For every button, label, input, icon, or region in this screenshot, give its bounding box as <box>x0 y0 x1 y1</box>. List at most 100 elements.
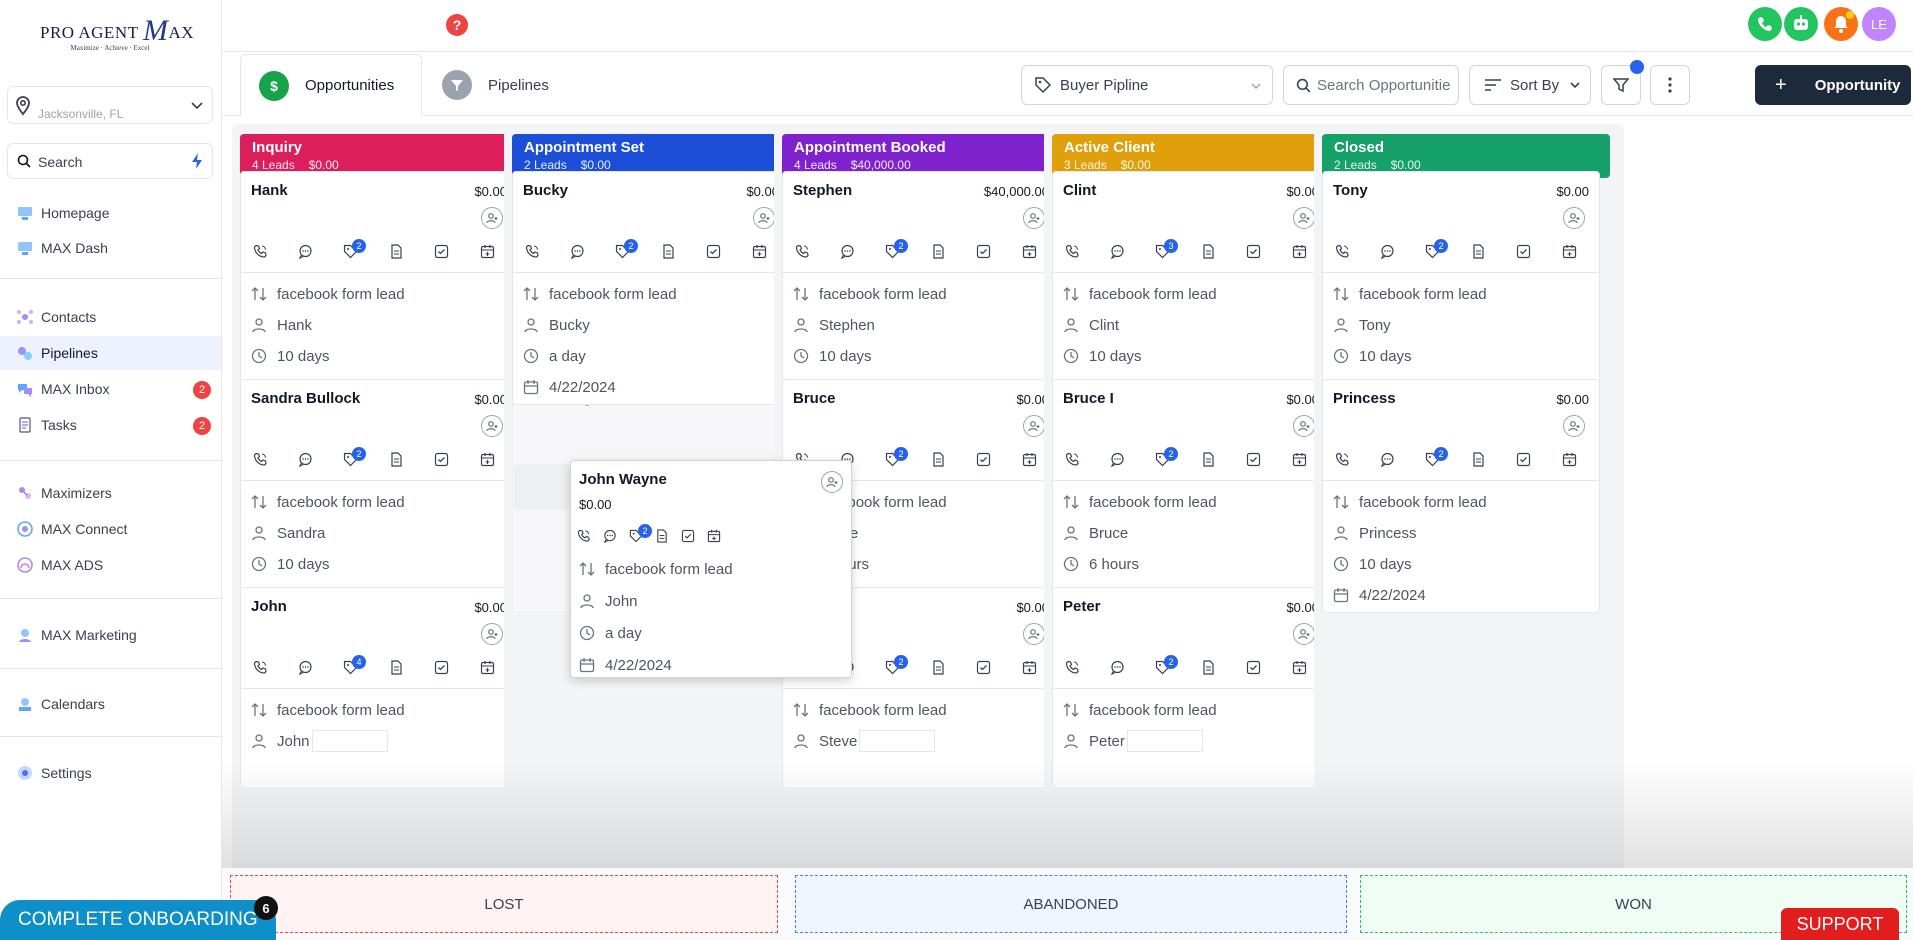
tag-icon[interactable] <box>343 660 358 675</box>
opportunity-card[interactable]: John $0.00 4 facebook form lead John <box>240 587 518 787</box>
nav-maxdash[interactable]: MAX Dash <box>0 231 221 265</box>
column-header[interactable]: Inquiry 4 Leads $0.00 <box>240 134 528 178</box>
tag-icon[interactable] <box>1155 452 1170 467</box>
assign-user-button[interactable] <box>1023 207 1045 229</box>
tab-opportunities[interactable]: $ Opportunities <box>240 54 422 116</box>
document-icon[interactable] <box>931 660 946 675</box>
calendar-add-icon[interactable] <box>1562 244 1577 259</box>
opportunity-card[interactable]: Clint $0.00 3 facebook form lead Clint 10… <box>1052 171 1330 405</box>
calendar-add-icon[interactable] <box>1022 452 1037 467</box>
assign-user-button[interactable] <box>1293 207 1315 229</box>
assign-user-button[interactable] <box>821 471 843 493</box>
phone-icon[interactable] <box>525 244 540 259</box>
tag-icon[interactable] <box>615 244 630 259</box>
assign-user-button[interactable] <box>753 207 775 229</box>
tag-icon[interactable] <box>1155 244 1170 259</box>
tab-pipelines[interactable]: Pipelines <box>422 54 562 116</box>
opportunity-card[interactable]: Tony $0.00 2 facebook form lead Tony 10 d… <box>1322 171 1600 405</box>
checkbox-icon[interactable] <box>434 452 449 467</box>
chat-icon[interactable] <box>298 244 313 259</box>
calendar-add-icon[interactable] <box>1022 244 1037 259</box>
phone-icon[interactable] <box>1335 244 1350 259</box>
phone-icon[interactable] <box>795 244 810 259</box>
drop-zone-lost[interactable]: LOST <box>230 875 778 933</box>
opportunity-card[interactable]: Bruce I $0.00 2 facebook form lead Bruce… <box>1052 379 1330 613</box>
opportunity-card[interactable]: Sandra Bullock $0.00 2 facebook form lea… <box>240 379 518 613</box>
nav-tasks[interactable]: Tasks 2 <box>0 408 221 442</box>
calendar-add-icon[interactable] <box>1292 244 1307 259</box>
location-select[interactable]: Jacksonville, FL <box>7 86 213 124</box>
bot-button[interactable] <box>1784 7 1818 41</box>
opportunity-card[interactable]: Stephen $40,000.00 2 facebook form lead … <box>782 171 1060 405</box>
chat-icon[interactable] <box>298 660 313 675</box>
checkbox-icon[interactable] <box>706 244 721 259</box>
notifications-button[interactable] <box>1824 7 1858 41</box>
checkbox-icon[interactable] <box>434 660 449 675</box>
document-icon[interactable] <box>655 529 669 543</box>
assign-user-button[interactable] <box>481 207 503 229</box>
calendar-add-icon[interactable] <box>480 660 495 675</box>
opportunity-search[interactable]: Search Opportunitie <box>1283 65 1459 105</box>
phone-icon[interactable] <box>253 452 268 467</box>
drop-zone-abandoned[interactable]: ABANDONED <box>795 875 1347 933</box>
opportunity-card[interactable]: Peter $0.00 2 facebook form lead Peter <box>1052 587 1330 787</box>
nav-maxconnect[interactable]: MAX Connect <box>0 512 221 546</box>
filter-button[interactable] <box>1601 60 1644 105</box>
chat-icon[interactable] <box>1110 660 1125 675</box>
nav-maxads[interactable]: MAX ADS <box>0 548 221 582</box>
checkbox-icon[interactable] <box>976 244 991 259</box>
opportunity-card[interactable]: Princess $0.00 2 facebook form lead Prin… <box>1322 379 1600 613</box>
nav-homepage[interactable]: Homepage <box>0 196 221 230</box>
tag-icon[interactable] <box>1155 660 1170 675</box>
help-button[interactable]: ? <box>446 14 468 36</box>
chat-icon[interactable] <box>570 244 585 259</box>
avatar[interactable]: LE <box>1862 7 1896 41</box>
calendar-add-icon[interactable] <box>1562 452 1577 467</box>
tag-icon[interactable] <box>343 244 358 259</box>
checkbox-icon[interactable] <box>681 529 695 543</box>
assign-user-button[interactable] <box>481 623 503 645</box>
checkbox-icon[interactable] <box>1516 452 1531 467</box>
tag-icon[interactable] <box>885 452 900 467</box>
chat-icon[interactable] <box>1380 452 1395 467</box>
phone-icon[interactable] <box>1065 452 1080 467</box>
nav-pipelines[interactable]: Pipelines <box>0 336 221 370</box>
phone-button[interactable] <box>1748 7 1782 41</box>
bolt-icon[interactable] <box>190 152 204 170</box>
assign-user-button[interactable] <box>481 415 503 437</box>
checkbox-icon[interactable] <box>1246 660 1261 675</box>
column-header[interactable]: Active Client 3 Leads $0.00 <box>1052 134 1340 178</box>
assign-user-button[interactable] <box>1563 415 1585 437</box>
tag-icon[interactable] <box>885 244 900 259</box>
column-header[interactable]: Closed 2 Leads $0.00 <box>1322 134 1610 178</box>
more-options-button[interactable] <box>1650 65 1690 105</box>
sort-button[interactable]: Sort By <box>1469 65 1591 105</box>
document-icon[interactable] <box>931 244 946 259</box>
phone-icon[interactable] <box>1065 244 1080 259</box>
tag-icon[interactable] <box>1425 452 1440 467</box>
tag-icon[interactable] <box>629 529 643 543</box>
nav-maximizers[interactable]: Maximizers <box>0 476 221 510</box>
document-icon[interactable] <box>1201 452 1216 467</box>
checkbox-icon[interactable] <box>1516 244 1531 259</box>
nav-contacts[interactable]: Contacts <box>0 300 221 334</box>
calendar-add-icon[interactable] <box>1292 452 1307 467</box>
phone-icon[interactable] <box>253 244 268 259</box>
checkbox-icon[interactable] <box>1246 244 1261 259</box>
document-icon[interactable] <box>1471 452 1486 467</box>
checkbox-icon[interactable] <box>976 660 991 675</box>
document-icon[interactable] <box>1201 660 1216 675</box>
phone-icon[interactable] <box>1335 452 1350 467</box>
calendar-add-icon[interactable] <box>480 244 495 259</box>
calendar-add-icon[interactable] <box>1022 660 1037 675</box>
checkbox-icon[interactable] <box>1246 452 1261 467</box>
nav-settings[interactable]: Settings <box>0 756 221 790</box>
chat-icon[interactable] <box>840 244 855 259</box>
document-icon[interactable] <box>389 244 404 259</box>
complete-onboarding-button[interactable]: COMPLETE ONBOARDING 6 <box>0 896 278 940</box>
assign-user-button[interactable] <box>1293 623 1315 645</box>
calendar-add-icon[interactable] <box>707 529 721 543</box>
chat-icon[interactable] <box>1380 244 1395 259</box>
checkbox-icon[interactable] <box>976 452 991 467</box>
document-icon[interactable] <box>1201 244 1216 259</box>
